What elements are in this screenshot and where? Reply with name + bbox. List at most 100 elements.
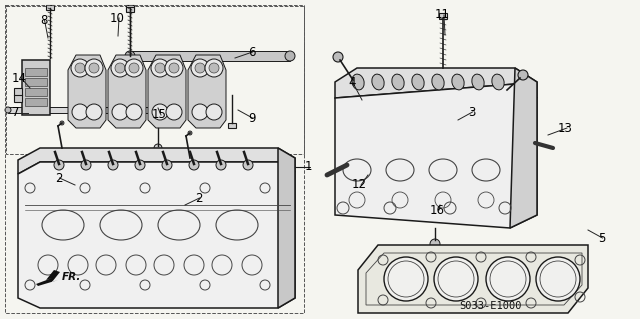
Circle shape — [54, 160, 64, 170]
Bar — [130, 51, 290, 61]
Circle shape — [125, 51, 135, 61]
Circle shape — [89, 63, 99, 73]
Circle shape — [72, 104, 88, 120]
Ellipse shape — [472, 74, 484, 90]
Polygon shape — [335, 84, 537, 228]
Text: 5: 5 — [598, 232, 605, 244]
Polygon shape — [278, 148, 295, 308]
Bar — [25, 88, 47, 96]
Text: 14: 14 — [12, 71, 27, 85]
Circle shape — [205, 59, 223, 77]
Circle shape — [135, 160, 145, 170]
Bar — [22, 60, 50, 115]
Bar — [25, 78, 47, 86]
Text: 9: 9 — [248, 112, 255, 124]
Circle shape — [111, 59, 129, 77]
Circle shape — [126, 104, 142, 120]
Circle shape — [155, 63, 165, 73]
Polygon shape — [335, 68, 537, 98]
Text: 16: 16 — [430, 204, 445, 217]
Polygon shape — [188, 55, 226, 128]
Ellipse shape — [492, 74, 504, 90]
Polygon shape — [148, 55, 186, 128]
Polygon shape — [108, 55, 146, 128]
Text: 2: 2 — [55, 172, 63, 184]
Circle shape — [81, 160, 91, 170]
Circle shape — [384, 257, 428, 301]
Text: 6: 6 — [248, 46, 255, 58]
Text: 12: 12 — [352, 179, 367, 191]
Bar — [46, 5, 54, 10]
Circle shape — [108, 160, 118, 170]
Text: S033-E1000: S033-E1000 — [459, 301, 521, 311]
Circle shape — [85, 59, 103, 77]
Circle shape — [430, 239, 440, 249]
Text: 2: 2 — [195, 191, 202, 204]
Ellipse shape — [432, 74, 444, 90]
Circle shape — [434, 257, 478, 301]
Circle shape — [169, 63, 179, 73]
Polygon shape — [18, 162, 295, 308]
Text: 10: 10 — [110, 11, 125, 25]
Polygon shape — [18, 148, 295, 174]
Circle shape — [165, 59, 183, 77]
Circle shape — [166, 104, 182, 120]
Bar — [439, 13, 447, 19]
Text: 8: 8 — [40, 13, 47, 26]
Text: 11: 11 — [435, 9, 450, 21]
Circle shape — [536, 257, 580, 301]
Circle shape — [189, 160, 199, 170]
Text: 7: 7 — [12, 107, 19, 120]
Circle shape — [154, 144, 162, 152]
Bar — [126, 7, 134, 12]
Bar — [25, 68, 47, 76]
Circle shape — [333, 52, 343, 62]
Bar — [25, 98, 47, 106]
Circle shape — [75, 63, 85, 73]
Circle shape — [162, 160, 172, 170]
Circle shape — [188, 131, 192, 135]
Circle shape — [60, 121, 64, 125]
Bar — [126, 5, 134, 10]
Text: 3: 3 — [468, 106, 476, 118]
Circle shape — [149, 107, 155, 113]
Circle shape — [5, 107, 11, 113]
Circle shape — [243, 160, 253, 170]
Text: 1: 1 — [305, 160, 312, 174]
Bar — [6, 6, 304, 154]
Circle shape — [125, 59, 143, 77]
Text: FR.: FR. — [62, 272, 81, 282]
Ellipse shape — [412, 74, 424, 90]
Circle shape — [112, 104, 128, 120]
Circle shape — [115, 63, 125, 73]
Circle shape — [129, 63, 139, 73]
Text: 15: 15 — [152, 108, 167, 122]
Polygon shape — [510, 68, 537, 228]
Text: 4: 4 — [348, 76, 355, 88]
Bar — [228, 123, 236, 128]
Bar — [8, 107, 152, 113]
Ellipse shape — [372, 74, 384, 90]
Circle shape — [209, 63, 219, 73]
Circle shape — [152, 104, 168, 120]
Circle shape — [195, 63, 205, 73]
Ellipse shape — [352, 74, 364, 90]
Circle shape — [486, 257, 530, 301]
Circle shape — [191, 59, 209, 77]
Circle shape — [285, 51, 295, 61]
Circle shape — [216, 160, 226, 170]
Polygon shape — [358, 245, 588, 313]
Text: 13: 13 — [558, 122, 573, 135]
Circle shape — [86, 104, 102, 120]
Polygon shape — [68, 55, 106, 128]
Circle shape — [206, 104, 222, 120]
Circle shape — [192, 104, 208, 120]
Circle shape — [518, 70, 528, 80]
Circle shape — [151, 59, 169, 77]
Bar — [14, 88, 22, 102]
Bar — [5, 5, 304, 313]
Circle shape — [71, 59, 89, 77]
Ellipse shape — [392, 74, 404, 90]
Polygon shape — [36, 270, 60, 286]
Ellipse shape — [452, 74, 464, 90]
